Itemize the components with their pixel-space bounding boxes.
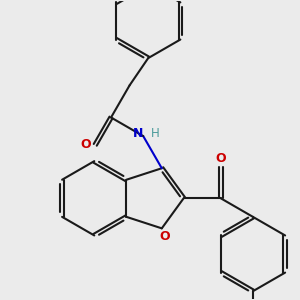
Text: O: O — [81, 138, 91, 151]
Text: N: N — [133, 127, 143, 140]
Text: O: O — [159, 230, 170, 243]
Text: H: H — [151, 127, 160, 140]
Text: O: O — [215, 152, 226, 165]
